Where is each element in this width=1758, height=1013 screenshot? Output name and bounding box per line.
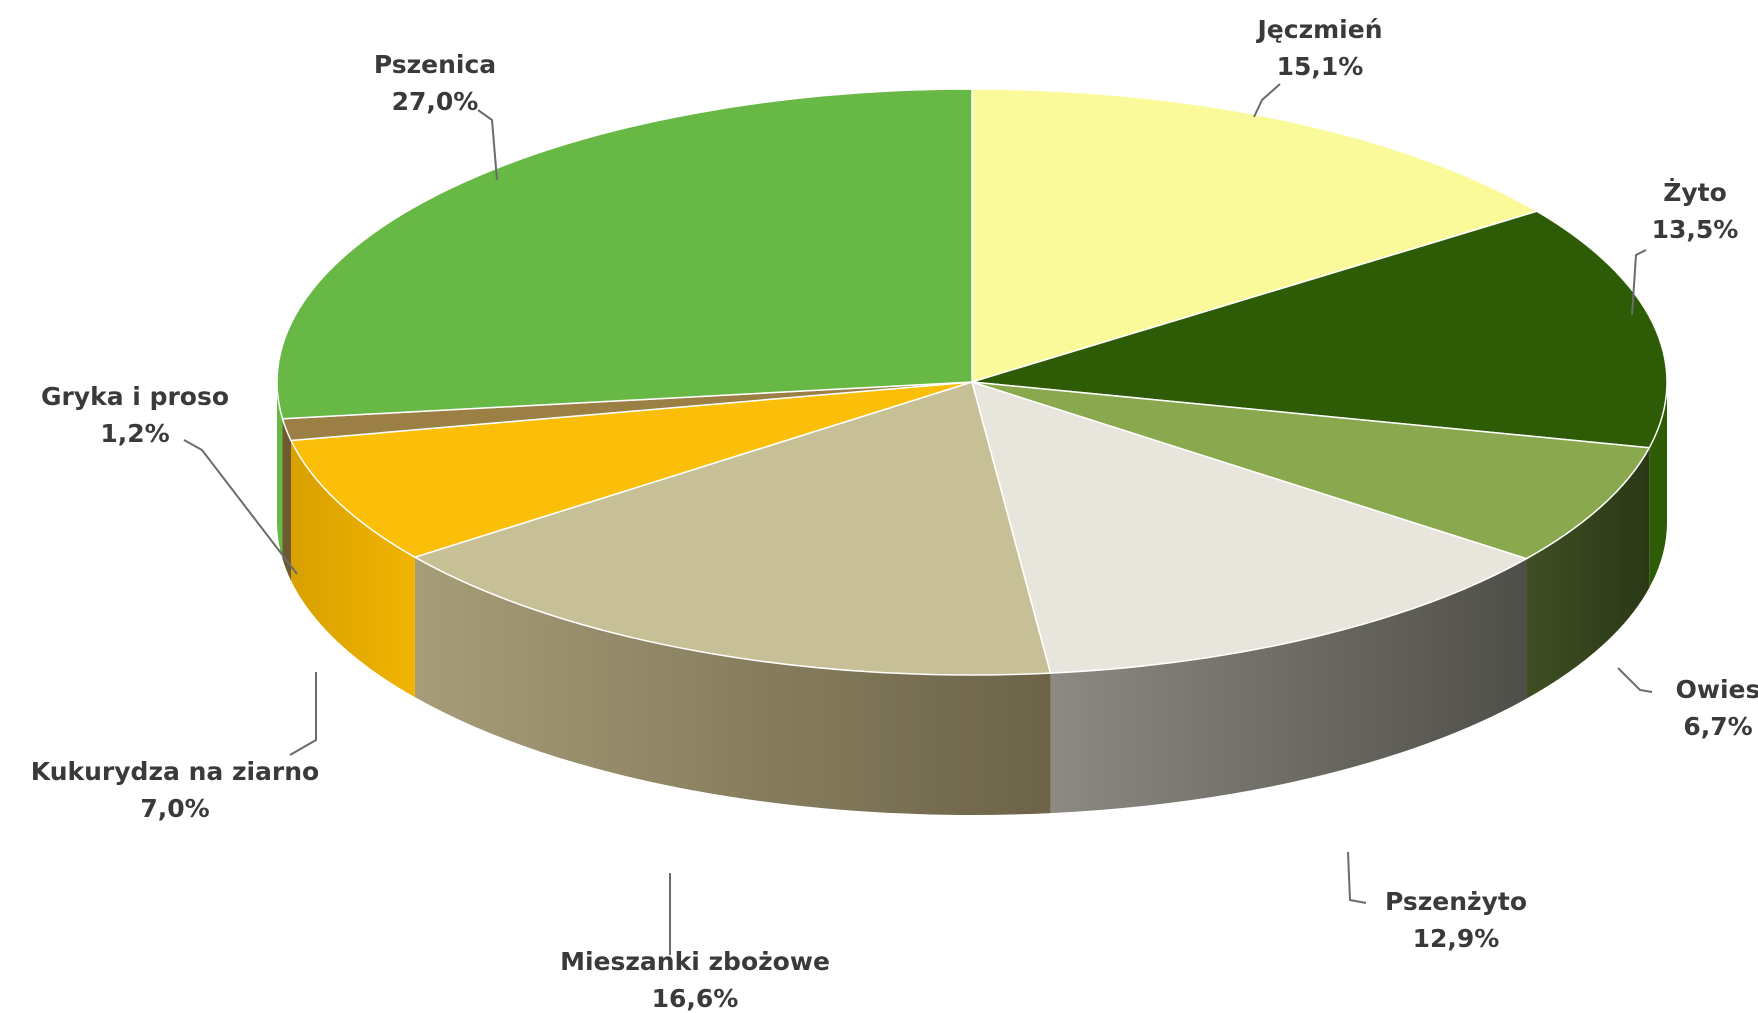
label-pszenica-value: 27,0%: [392, 87, 479, 116]
slice-side-gryka-i-proso: [282, 418, 292, 581]
slice-jeczmien: [971, 88, 1539, 384]
leader-line-pszenica: [477, 109, 498, 181]
label-owies-name: Owies: [1676, 675, 1758, 704]
label-mieszanki-name: Mieszanki zbożowe: [560, 947, 830, 976]
pie-slices: [276, 88, 1668, 676]
slice-mieszanki-zbozowe: [413, 381, 1052, 676]
label-jeczmien-name: Jęczmień: [1256, 15, 1383, 44]
slice-side-kukurydza-na-ziarno: [291, 440, 415, 698]
slice-labels: Jęczmień 15,1% Żyto 13,5% Owies 6,7% Psz…: [31, 15, 1758, 1013]
leader-line-jeczmien: [1253, 83, 1281, 118]
label-gryka-value: 1,2%: [100, 419, 169, 448]
leader-line-gryka: [183, 439, 298, 575]
label-mieszanki-value: 16,6%: [652, 984, 739, 1013]
leader-line-owies: [1617, 667, 1653, 693]
leader-line-kukurydza: [289, 672, 317, 756]
slice-side-owies: [1526, 447, 1650, 699]
slice-owies: [971, 381, 1651, 560]
pie-sides: [277, 382, 1667, 815]
label-owies-value: 6,7%: [1683, 712, 1752, 741]
label-pszenzyto-value: 12,9%: [1413, 924, 1500, 953]
label-kukurydza-name: Kukurydza na ziarno: [31, 757, 319, 786]
slice-kukurydza-na-ziarno: [289, 381, 973, 558]
label-kukurydza-value: 7,0%: [140, 794, 209, 823]
label-gryka-name: Gryka i proso: [41, 382, 229, 411]
slice-pszenzyto: [970, 380, 1529, 674]
slice-side-pszenzyto: [1050, 558, 1527, 814]
slice-pszenica: [276, 88, 973, 420]
label-pszenzyto-name: Pszenżyto: [1385, 887, 1527, 916]
label-zyto-name: Żyto: [1663, 178, 1727, 207]
slice-side-zyto: [1649, 382, 1667, 588]
slice-zyto: [971, 210, 1668, 449]
slice-side-pszenica: [277, 382, 283, 559]
slice-side-mieszanki-zbozowe: [414, 557, 1051, 815]
label-zyto-value: 13,5%: [1652, 215, 1739, 244]
leader-line-pszenzyto: [1347, 851, 1367, 904]
label-jeczmien-value: 15,1%: [1277, 52, 1364, 81]
label-pszenica-name: Pszenica: [374, 50, 496, 79]
leader-line-zyto: [1631, 249, 1647, 316]
